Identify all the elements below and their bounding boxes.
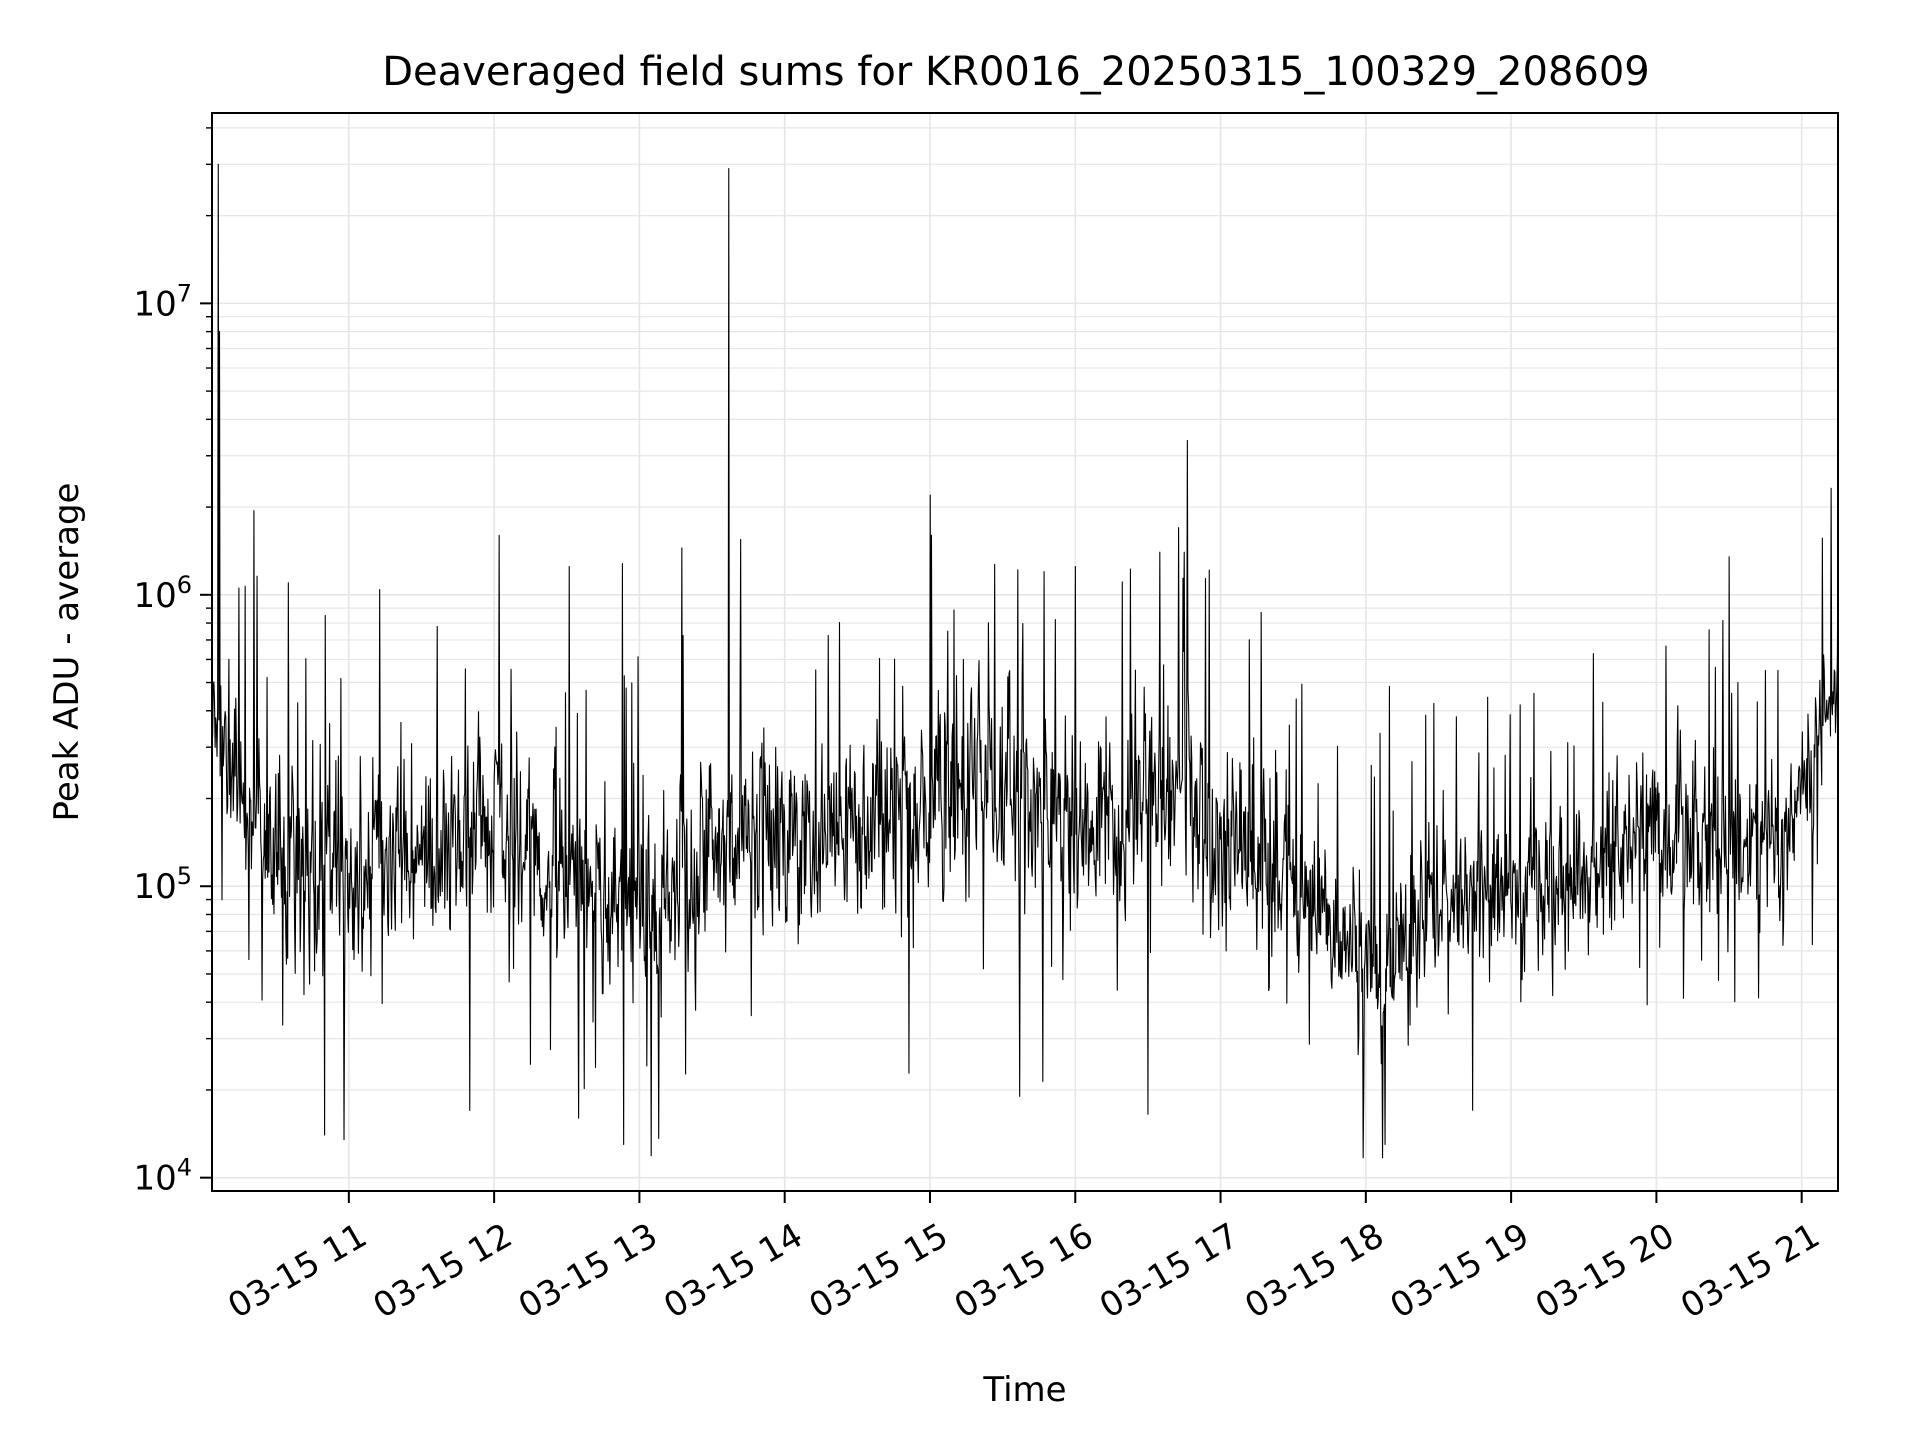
- x-axis-label: Time: [982, 1370, 1066, 1410]
- y-tick-label: 106: [133, 571, 192, 616]
- y-tick-label: 105: [133, 862, 192, 907]
- chart-title: Deaveraged field sums for KR0016_2025031…: [382, 49, 1650, 95]
- y-tick-label: 107: [133, 279, 192, 324]
- line-series: [211, 163, 1839, 1159]
- y-axis: 104 105 106 107: [133, 127, 212, 1199]
- plot-frame: [211, 112, 1839, 1192]
- grid: [212, 113, 1838, 1191]
- series-line: [211, 163, 1839, 1159]
- y-tick-label: 104: [133, 1154, 192, 1199]
- y-axis-label: Peak ADU - average: [47, 483, 87, 822]
